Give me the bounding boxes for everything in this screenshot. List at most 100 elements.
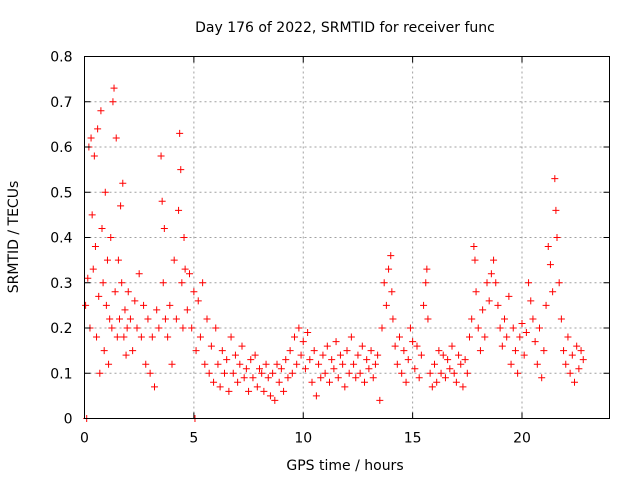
data-point <box>90 152 98 160</box>
data-point <box>431 360 438 368</box>
data-point <box>552 206 560 214</box>
data-point <box>385 265 393 273</box>
data-point <box>192 347 200 355</box>
data-point <box>562 360 570 368</box>
data-point <box>557 315 565 323</box>
data-point <box>120 333 128 341</box>
data-point <box>160 224 168 232</box>
data-point <box>393 360 401 368</box>
data-point <box>437 369 445 377</box>
data-point <box>126 315 134 323</box>
data-point <box>328 356 336 364</box>
data-point <box>411 365 419 373</box>
data-point <box>101 188 109 196</box>
data-point <box>183 306 191 314</box>
data-point <box>175 206 183 214</box>
data-point <box>110 84 118 92</box>
data-point <box>223 356 231 364</box>
data-point <box>178 279 186 287</box>
data-point <box>448 342 456 350</box>
y-tick-label: 0.5 <box>50 185 72 201</box>
data-point <box>299 338 307 346</box>
data-point <box>273 360 281 368</box>
data-point <box>227 333 235 341</box>
data-point <box>371 360 379 368</box>
data-point <box>89 265 97 273</box>
data-point <box>575 365 583 373</box>
data-point <box>137 333 145 341</box>
data-point <box>121 306 129 314</box>
data-point <box>396 333 403 341</box>
data-point <box>271 396 279 404</box>
data-point <box>450 369 458 377</box>
data-point <box>321 369 329 377</box>
data-point <box>330 365 338 373</box>
data-point <box>304 329 312 337</box>
data-point <box>476 347 484 355</box>
data-point <box>409 338 417 346</box>
x-tick-label: 20 <box>513 431 531 447</box>
data-point <box>262 360 270 368</box>
data-point <box>568 351 576 359</box>
data-point <box>485 297 493 305</box>
data-point <box>457 360 465 368</box>
data-point <box>256 365 263 373</box>
data-point <box>422 279 430 287</box>
data-point <box>527 297 535 305</box>
data-point <box>415 374 423 382</box>
data-point <box>210 378 218 386</box>
data-point <box>111 288 119 296</box>
data-point <box>161 315 169 323</box>
data-point <box>108 324 116 332</box>
y-axis-title: SRMTID / TECUs <box>6 181 22 294</box>
data-point <box>404 356 412 364</box>
data-point <box>474 324 482 332</box>
data-point <box>520 351 528 359</box>
data-point <box>308 378 316 386</box>
data-point <box>91 243 99 251</box>
data-point <box>144 315 152 323</box>
data-point <box>93 333 101 341</box>
data-point <box>199 279 207 287</box>
data-point <box>240 374 248 382</box>
data-point <box>188 324 196 332</box>
data-point <box>288 369 296 377</box>
data-point <box>312 392 320 400</box>
data-point <box>212 324 220 332</box>
data-point <box>577 347 585 355</box>
data-point <box>140 301 148 309</box>
grid <box>84 56 610 419</box>
data-point <box>468 315 476 323</box>
data-point <box>146 369 154 377</box>
data-point <box>106 315 114 323</box>
data-point <box>387 252 395 260</box>
data-point <box>190 288 198 296</box>
data-point <box>157 152 165 160</box>
data-point <box>573 342 581 350</box>
y-tick-label: 0.3 <box>50 276 72 292</box>
data-point <box>546 261 554 269</box>
data-point <box>181 265 189 273</box>
data-point <box>315 360 323 368</box>
data-point <box>319 351 327 359</box>
data-point <box>490 256 498 264</box>
data-point <box>446 365 454 373</box>
data-point <box>297 351 305 359</box>
x-tick-label: 15 <box>404 431 422 447</box>
data-point <box>452 378 460 386</box>
data-point <box>186 270 193 278</box>
data-point <box>236 360 244 368</box>
data-point <box>97 107 105 115</box>
data-point <box>96 369 104 377</box>
data-point <box>501 315 508 323</box>
data-point <box>571 378 578 386</box>
data-point <box>345 369 353 377</box>
data-point <box>194 297 202 305</box>
data-point <box>159 279 167 287</box>
data-point <box>343 347 351 355</box>
data-point <box>498 342 506 350</box>
data-point <box>166 301 174 309</box>
data-point <box>176 129 184 137</box>
data-point <box>148 333 156 341</box>
data-point <box>277 365 285 373</box>
